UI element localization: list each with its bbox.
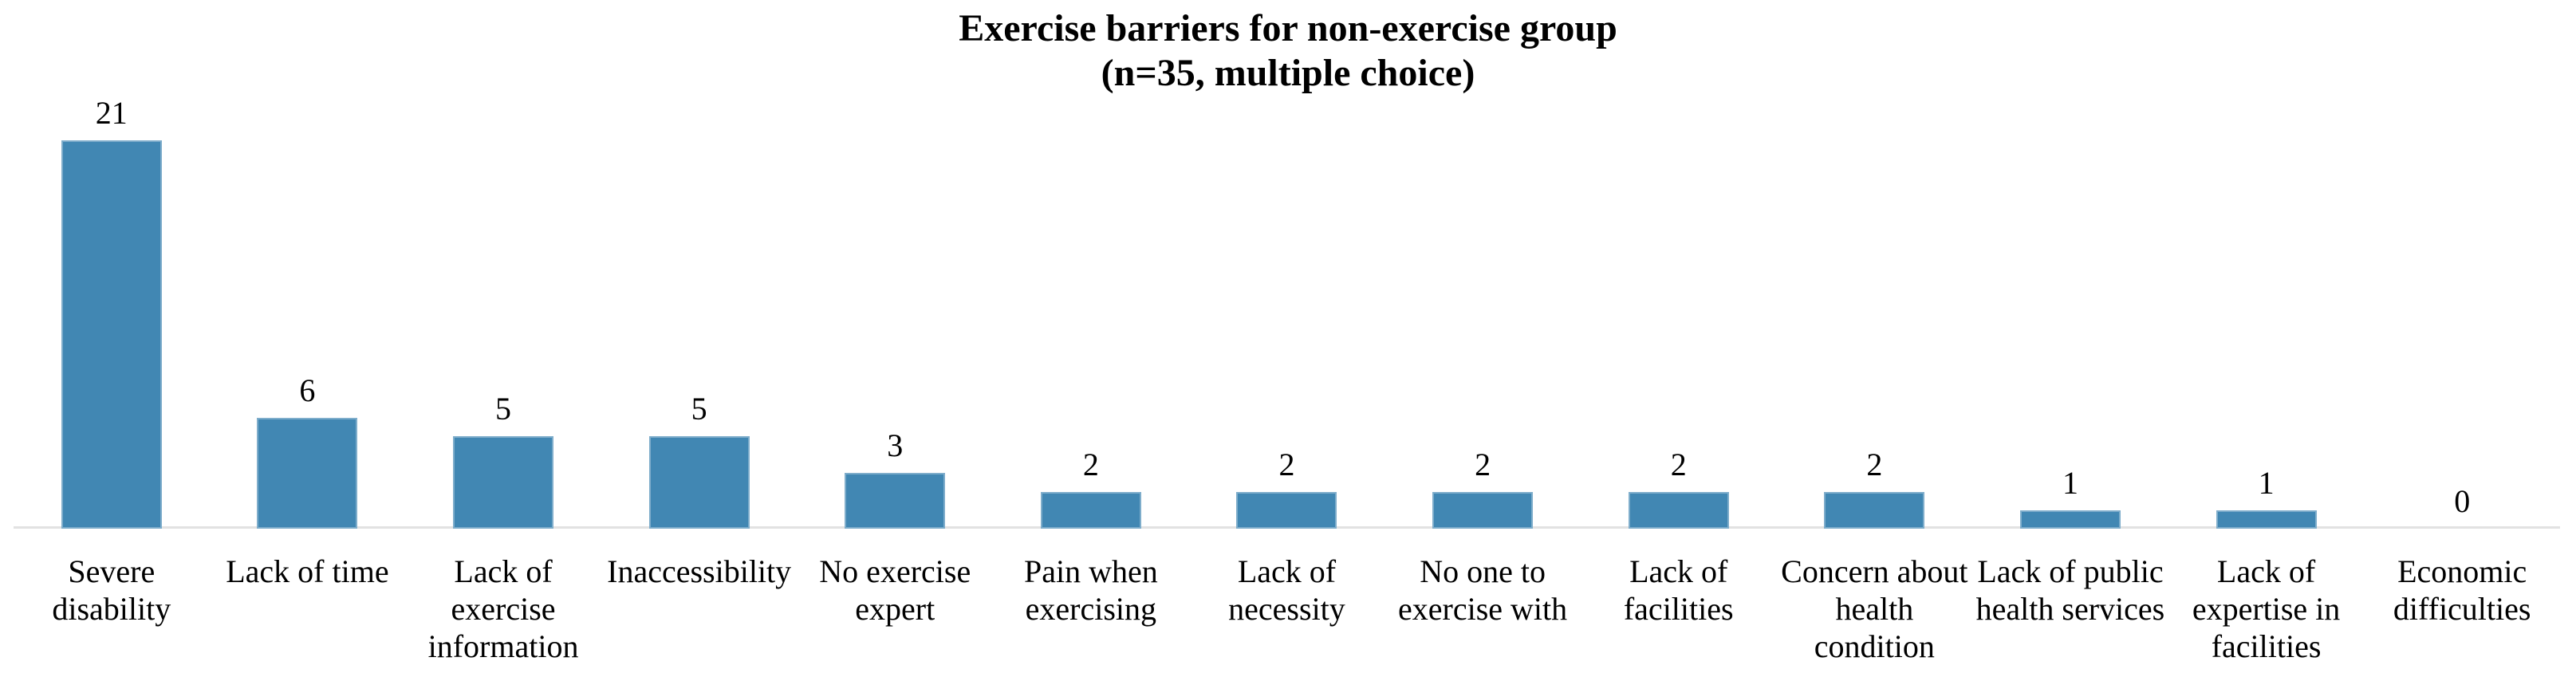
bar-column: 2	[1777, 96, 1973, 529]
bar	[61, 140, 162, 529]
bar	[1628, 492, 1729, 529]
value-label: 3	[887, 427, 904, 463]
bar	[453, 436, 554, 529]
bar-column: 6	[210, 96, 406, 529]
bar-column: 5	[601, 96, 798, 529]
value-label: 6	[299, 372, 316, 408]
bar	[1236, 492, 1337, 529]
category-axis: Severe disability Lack of time Lack of exe…	[14, 526, 2560, 665]
category-label: Inaccessibility	[607, 553, 792, 589]
category-label: No one to exercise with	[1398, 553, 1568, 627]
bar	[845, 473, 946, 529]
bar-column: 21	[14, 96, 210, 529]
plot-area: 21 6 5 5 3 2 2 2 2 2 1 1 0 Severe disability Lack of …	[14, 96, 2560, 665]
bar-column: 1	[2168, 96, 2365, 529]
bar-column: 2	[1385, 96, 1581, 529]
chart-title: Exercise barriers for non-exercise group…	[0, 0, 2576, 96]
category-label: Pain when exercising	[1023, 553, 1158, 627]
bar	[1824, 492, 1925, 529]
value-label: 2	[1082, 447, 1099, 482]
bar-column: 2	[1189, 96, 1385, 529]
category-label: Lack of public health services	[1975, 553, 2165, 627]
value-label: 5	[495, 391, 512, 427]
bar	[1040, 492, 1141, 529]
category-label: Economic difficulties	[2393, 553, 2531, 627]
value-label: 1	[2062, 465, 2078, 501]
value-label: 2	[1670, 447, 1687, 482]
bars-row: 21 6 5 5 3 2 2 2 2 2 1 1 0	[14, 96, 2560, 529]
category-label: Lack of necessity	[1228, 553, 1345, 627]
category-label: Lack of expertise in facilities	[2192, 553, 2341, 664]
chart-title-line1: Exercise barriers for non-exercise group	[959, 7, 1617, 49]
value-label: 5	[691, 391, 707, 427]
bar-column: 5	[405, 96, 601, 529]
value-label: 21	[95, 95, 128, 131]
value-label: 0	[2454, 483, 2471, 519]
value-label: 2	[1866, 447, 1883, 482]
bar-column: 3	[797, 96, 993, 529]
bar	[1432, 492, 1534, 529]
category-label: Lack of facilities	[1623, 553, 1734, 627]
chart-title-line2: (n=35, multiple choice)	[1101, 52, 1475, 94]
category-label: Severe disability	[52, 553, 171, 627]
category-label: No exercise expert	[819, 553, 971, 627]
bar	[2019, 510, 2121, 529]
value-label: 2	[1278, 447, 1295, 482]
bar-column: 2	[993, 96, 1189, 529]
category-label: Lack of exercise information	[427, 553, 579, 664]
value-label: 1	[2258, 465, 2275, 501]
bar-column: 1	[1972, 96, 2168, 529]
bar	[648, 436, 750, 529]
value-label: 2	[1475, 447, 1491, 482]
bar-column: 2	[1581, 96, 1777, 529]
category-label: Concern about health condition	[1781, 553, 1968, 664]
category-label: Lack of time	[226, 553, 389, 589]
bar	[2216, 510, 2317, 529]
bar-column: 0	[2364, 96, 2560, 529]
bar	[257, 418, 358, 529]
